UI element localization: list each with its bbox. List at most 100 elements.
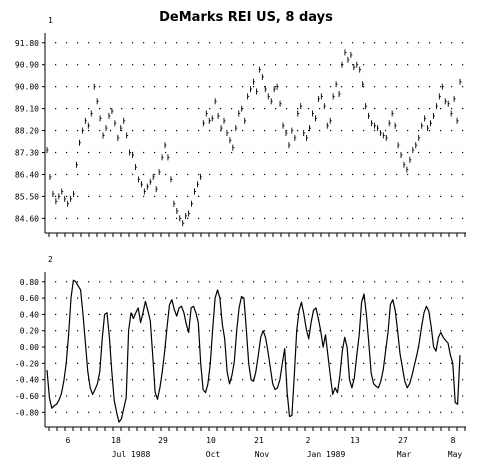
grid-dot: [77, 195, 79, 198]
grid-dot: [352, 297, 354, 299]
grid-dot: [55, 313, 57, 316]
grid-dot: [286, 330, 288, 332]
grid-dot: [220, 330, 222, 332]
grid-dot: [462, 411, 464, 413]
grid-dot: [341, 129, 343, 132]
grid-dot: [385, 217, 387, 219]
grid-dot: [253, 346, 255, 348]
grid-dot: [220, 108, 222, 110]
grid-dot: [297, 313, 299, 316]
grid-dot: [451, 86, 453, 88]
grid-dot: [231, 151, 233, 154]
grid-dot: [77, 42, 79, 44]
grid-dot: [407, 297, 409, 299]
grid-dot: [99, 86, 101, 88]
grid-dot: [407, 64, 409, 66]
grid-dot: [143, 173, 145, 176]
grid-dot: [440, 108, 442, 110]
grid-dot: [352, 173, 354, 176]
grid-dot: [110, 281, 112, 283]
grid-dot: [220, 281, 222, 283]
grid-dot: [121, 330, 123, 332]
grid-dot: [385, 173, 387, 176]
grid-dot: [143, 362, 145, 364]
grid-dot: [319, 217, 321, 219]
grid-dot: [154, 330, 156, 332]
grid-dot: [132, 379, 134, 381]
grid-dot: [440, 346, 442, 348]
grid-dot: [385, 64, 387, 66]
grid-dot: [297, 330, 299, 332]
grid-dot: [209, 129, 211, 132]
grid-dot: [154, 297, 156, 299]
grid-dot: [110, 330, 112, 332]
grid-dot: [121, 86, 123, 88]
grid-dot: [319, 362, 321, 364]
grid-dot: [352, 151, 354, 154]
grid-dot: [462, 195, 464, 198]
grid-dot: [132, 411, 134, 413]
grid-dot: [198, 173, 200, 176]
grid-dot: [143, 379, 145, 381]
grid-dot: [275, 173, 277, 176]
grid-dot: [231, 173, 233, 176]
x-month-label: Oct: [206, 450, 221, 459]
grid-dot: [55, 281, 57, 283]
oscillator-panel: -0.80 -0.60 -0.40 -0.20 0.00 0.20 0.40 0.60 0.80: [15, 272, 466, 431]
grid-dot: [396, 86, 398, 88]
grid-dot: [143, 151, 145, 154]
grid-dot: [330, 86, 332, 88]
y-tick-label: 0.80: [20, 278, 39, 287]
grid-dot: [253, 395, 255, 397]
grid-dot: [143, 64, 145, 66]
grid-dot: [209, 313, 211, 316]
grid-dot: [352, 217, 354, 219]
grid-dot: [209, 86, 211, 88]
grid-dot: [429, 281, 431, 283]
grid-dot: [209, 297, 211, 299]
grid-dot: [264, 330, 266, 332]
grid-dot: [374, 42, 376, 44]
grid-dot: [55, 346, 57, 348]
grid-dot: [110, 108, 112, 110]
grid-dot: [187, 313, 189, 316]
grid-dot: [451, 173, 453, 176]
grid-dot: [154, 195, 156, 198]
grid-dot: [440, 330, 442, 332]
price-panel: 84.60 85.50 86.40 87.30 88.20 89.10 90.00 90.90…: [15, 33, 466, 237]
grid-dot: [66, 129, 68, 132]
grid-dot: [286, 395, 288, 397]
grid-dot: [352, 395, 354, 397]
grid-dot: [319, 395, 321, 397]
grid-dot: [297, 379, 299, 381]
grid-dot: [429, 379, 431, 381]
grid-dot: [385, 330, 387, 332]
grid-dot: [231, 379, 233, 381]
grid-dot: [418, 313, 420, 316]
grid-dot: [440, 64, 442, 66]
grid-dot: [319, 379, 321, 381]
grid-dot: [187, 108, 189, 110]
grid-dot: [330, 64, 332, 66]
grid-dot: [187, 297, 189, 299]
grid-dot: [121, 64, 123, 66]
grid-dot: [231, 313, 233, 316]
grid-dot: [154, 281, 156, 283]
grid-dot: [264, 195, 266, 198]
grid-dot: [462, 64, 464, 66]
grid-dot: [176, 151, 178, 154]
grid-dot: [253, 42, 255, 44]
grid-dot: [132, 173, 134, 176]
grid-dot: [231, 42, 233, 44]
grid-dot: [352, 313, 354, 316]
grid-dot: [385, 411, 387, 413]
grid-dot: [176, 346, 178, 348]
grid-dot: [297, 395, 299, 397]
grid-dot: [374, 395, 376, 397]
grid-dot: [385, 42, 387, 44]
grid-dot: [77, 217, 79, 219]
grid-dot: [88, 195, 90, 198]
grid-dot: [374, 411, 376, 413]
grid-dot: [440, 395, 442, 397]
grid-dot: [374, 346, 376, 348]
